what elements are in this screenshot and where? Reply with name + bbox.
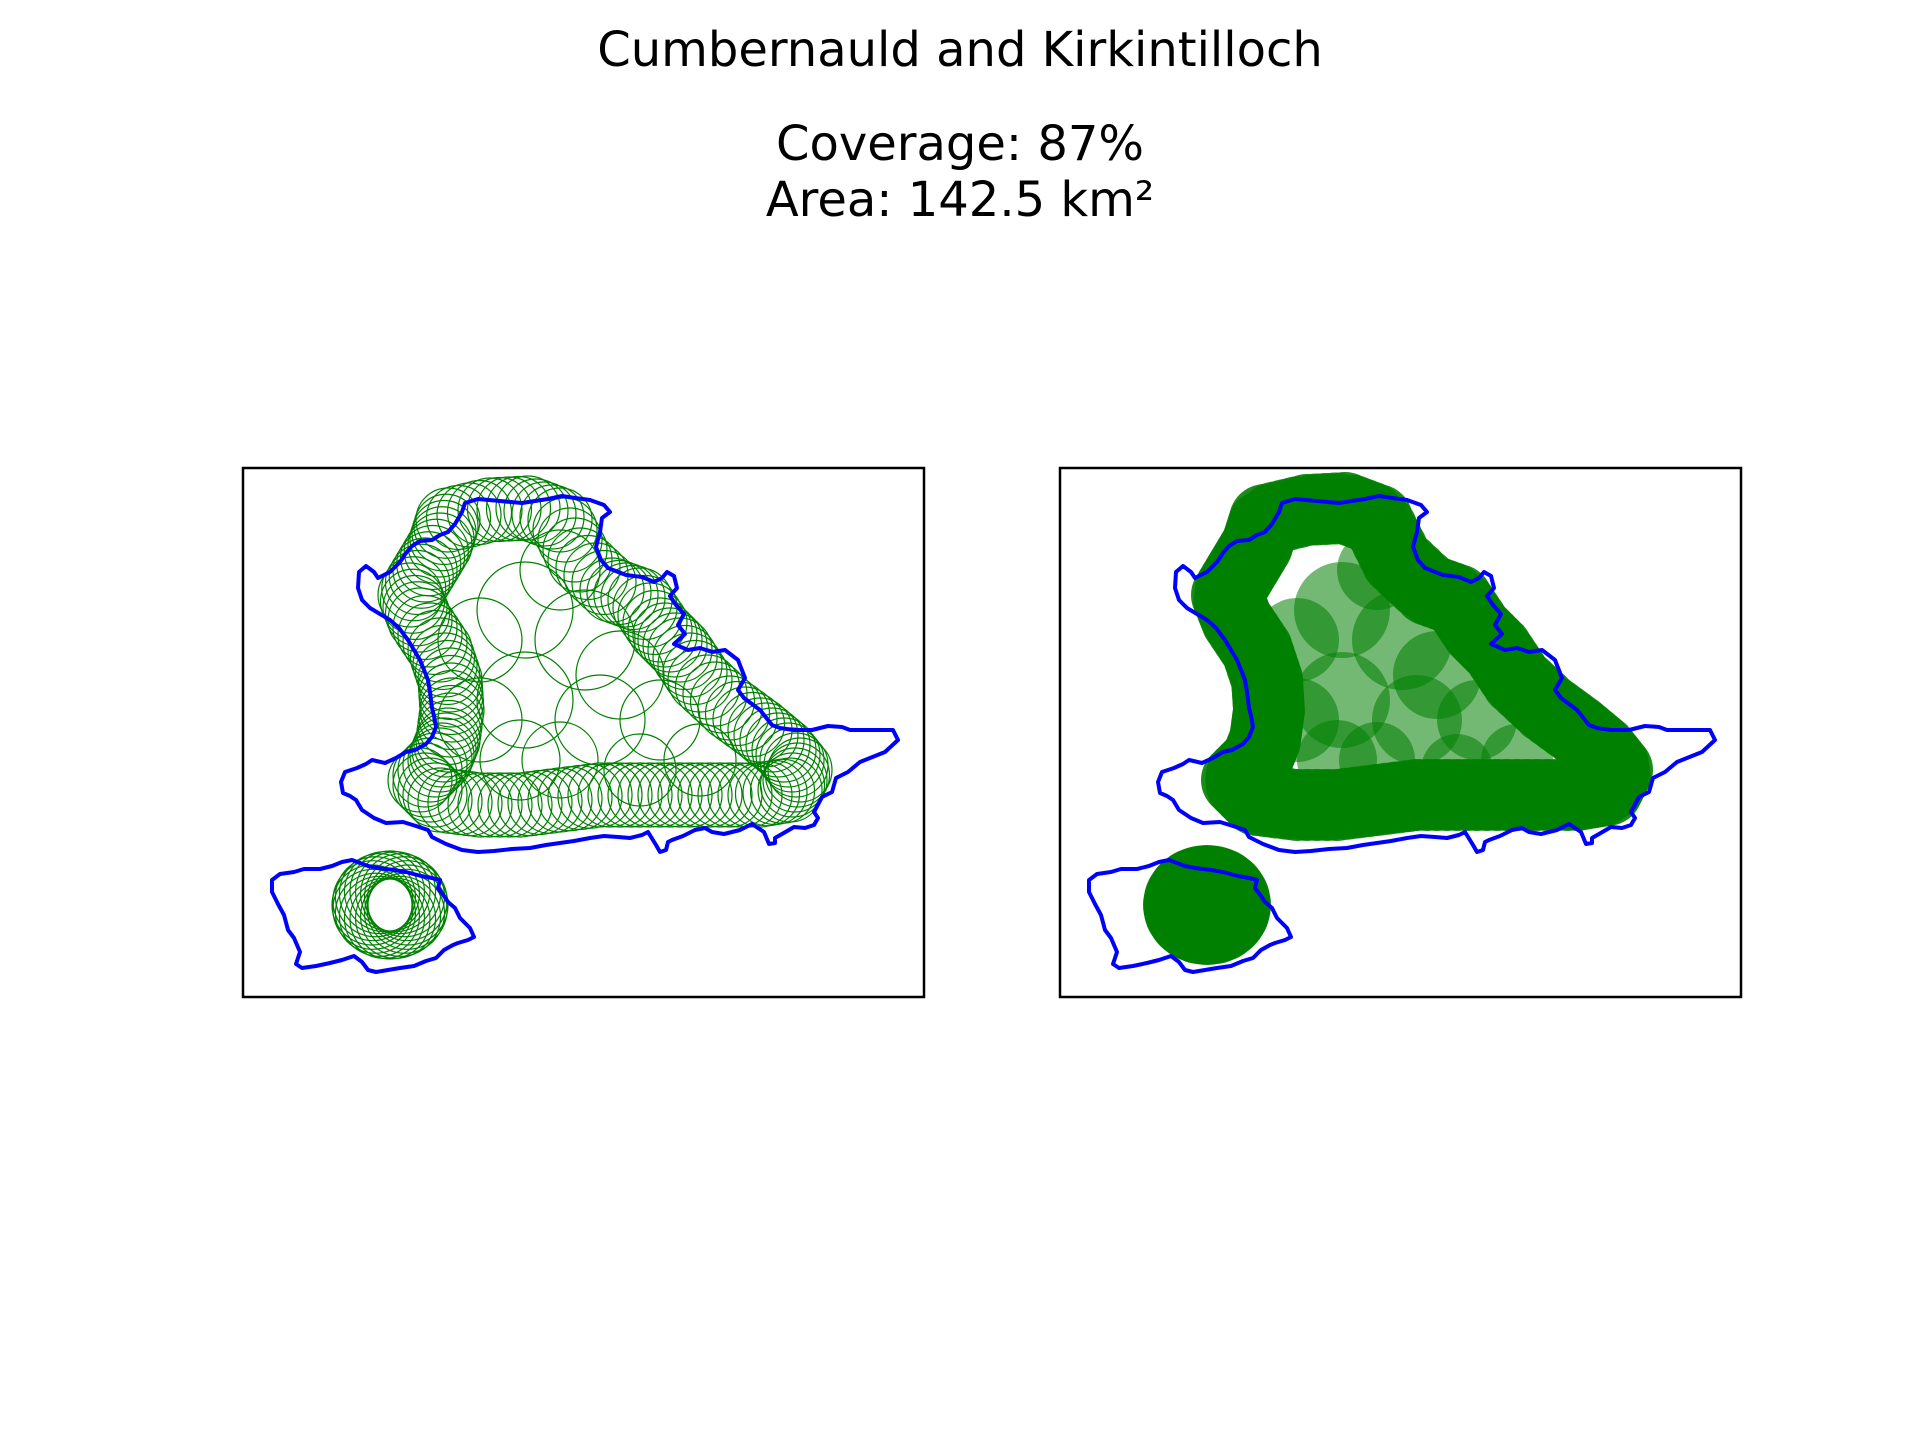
coverage-circle xyxy=(554,674,646,766)
coverage-circle xyxy=(521,721,599,799)
coverage-circle xyxy=(409,624,476,691)
coverage-circle xyxy=(704,680,771,747)
coverage-circle xyxy=(476,561,574,659)
coverage-circle xyxy=(607,762,673,828)
coverage-circle xyxy=(637,762,703,828)
coverage-circle xyxy=(663,723,737,797)
coverage-circle xyxy=(414,639,481,706)
coverage-circle xyxy=(571,549,637,616)
coverage-circle xyxy=(338,853,421,935)
coverage-circle xyxy=(603,733,677,807)
coverage-circle xyxy=(384,581,451,647)
coverage-circle xyxy=(379,568,446,634)
coverage-circle xyxy=(485,475,552,542)
coverage-circle xyxy=(457,477,523,543)
coverage-circle xyxy=(689,668,756,734)
coverage-circle xyxy=(407,767,473,833)
coverage-circle xyxy=(332,860,414,942)
coverage-circle xyxy=(751,717,817,783)
coverage-circle xyxy=(466,476,533,543)
coverage-label: Coverage: 87% xyxy=(775,116,1145,172)
coverage-circle xyxy=(537,507,603,573)
coverage-circle xyxy=(593,562,659,628)
coverage-circle xyxy=(338,875,421,957)
coverage-circle xyxy=(647,762,713,828)
coverage-circle xyxy=(477,772,543,838)
coverage-circle xyxy=(657,632,723,698)
coverage-circle xyxy=(479,719,561,801)
coverage-circle xyxy=(642,612,708,678)
coverage-circle xyxy=(377,562,443,628)
coverage-circle xyxy=(409,722,475,788)
map-title: Cumbernauld and Kirkintilloch xyxy=(597,22,1323,78)
coverage-circle xyxy=(662,639,728,706)
coverage-circle xyxy=(402,762,468,828)
boundary-main xyxy=(339,494,900,854)
coverage-circle xyxy=(687,762,753,828)
coverage-circle xyxy=(657,762,723,828)
coverage-circle xyxy=(519,484,585,550)
coverage-circle xyxy=(409,506,475,572)
coverage-circle xyxy=(437,597,523,683)
coverage-circle xyxy=(354,851,437,933)
coverage-circle xyxy=(413,493,479,559)
coverage-circle xyxy=(487,772,553,838)
coverage-circle xyxy=(343,877,426,959)
coverage-circle xyxy=(511,481,577,547)
coverage-circle xyxy=(411,499,477,566)
area-label: Area: 142.5 km² xyxy=(765,172,1155,228)
coverage-circle xyxy=(597,762,663,828)
outline-panel xyxy=(241,466,926,999)
boundary-south xyxy=(270,858,476,974)
coverage-circle xyxy=(697,762,763,828)
boundary-south xyxy=(1087,858,1293,974)
coverage-circle xyxy=(587,762,653,828)
coverage-circle xyxy=(519,529,601,611)
coverage-circle xyxy=(762,747,828,813)
coverage-circle xyxy=(388,543,454,609)
coverage-circle xyxy=(332,868,414,950)
coverage-circle xyxy=(403,518,469,584)
coverage-circle xyxy=(577,762,643,828)
coverage-circle xyxy=(407,727,473,793)
coverage-circle xyxy=(575,630,665,720)
coverage-circle xyxy=(682,661,748,727)
coverage-circle xyxy=(755,722,821,788)
coverage-circle xyxy=(437,677,523,763)
coverage-circle xyxy=(381,556,447,622)
panel-frame xyxy=(241,466,926,999)
coverage-circle xyxy=(542,517,608,583)
coverage-circle xyxy=(534,589,636,691)
coverage-circle xyxy=(632,602,698,668)
coverage-circle xyxy=(425,484,492,551)
coverage-circle xyxy=(619,679,701,761)
coverage-circle xyxy=(366,868,448,950)
coverage-circle xyxy=(617,762,683,828)
coverage-circle xyxy=(767,737,833,803)
coverage-circle xyxy=(627,597,693,663)
coverage-circle xyxy=(436,482,502,548)
coverage-circle xyxy=(622,589,688,656)
coverage-circle xyxy=(476,651,574,749)
filled-panel xyxy=(1058,466,1743,999)
coverage-circle xyxy=(495,475,561,541)
coverage-circle xyxy=(334,872,417,954)
coverage-circle xyxy=(637,607,703,673)
coverage-circle xyxy=(677,762,743,828)
coverage-circle xyxy=(467,772,533,838)
boundary-main xyxy=(1156,494,1717,854)
